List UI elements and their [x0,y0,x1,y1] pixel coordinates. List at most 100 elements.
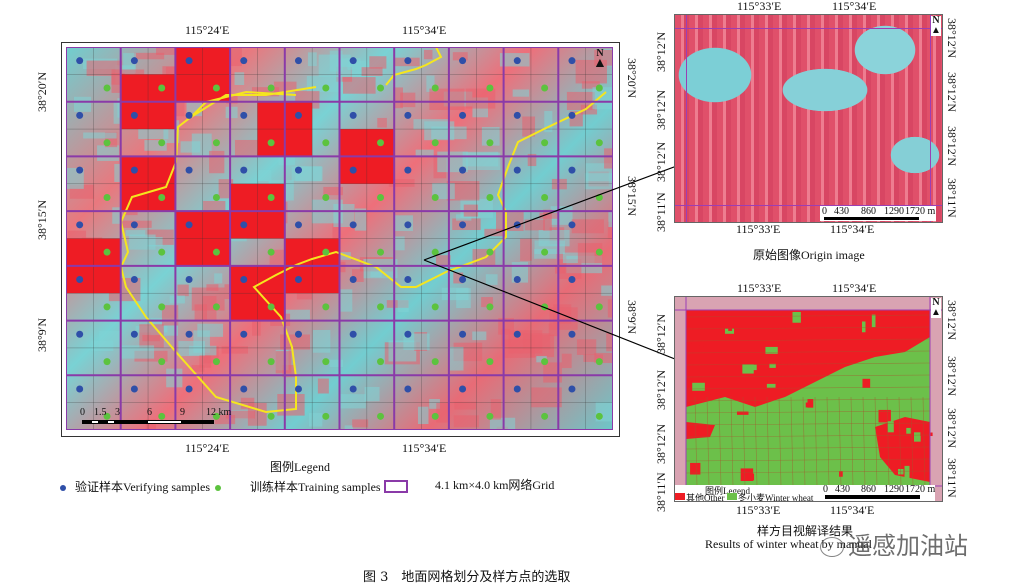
training-sample-point [377,248,385,256]
scale-label: 430 [835,484,850,495]
verifying-sample-point [513,111,521,119]
training-sample-point [431,358,439,366]
imagery-patch [453,272,464,284]
result-left-tick-1: 38°12′N [654,313,668,354]
classified-patch [897,339,908,349]
imagery-patch [549,307,578,330]
imagery-patch [323,186,343,196]
verifying-sample-point [349,276,357,284]
scale-label: 430 [834,206,849,217]
north-label: N [932,297,940,308]
scale-label: 860 [861,484,876,495]
imagery-patch [481,126,500,146]
result-right-tick-4: 38°11′N [945,458,959,498]
origin-bottom-tick-1: 115°33′E [736,222,781,236]
origin-right-tick-1: 38°12′N [945,18,959,59]
training-sample-point [322,303,330,311]
imagery-patch [446,181,480,201]
imagery-patch [386,300,409,308]
classified-patch [724,328,735,334]
verifying-sample-point [240,221,248,229]
north-arrow-icon: ▲ [931,307,941,318]
training-sample-point [541,193,549,201]
field-boundary-line [790,396,794,487]
main-bottom-tick-2: 115°34′E [402,441,447,455]
classified-patch [686,326,691,335]
training-sample-point [377,303,385,311]
imagery-patch [436,402,450,423]
verifying-sample-point [76,57,84,65]
field-boundary-line [850,396,854,487]
north-label: N [596,48,604,59]
scale-label: 1290 [884,206,904,217]
training-sample-point [541,412,549,420]
other-swatch-icon [675,493,685,500]
scale-label: 860 [861,206,876,217]
verifying-sample-point [130,57,138,65]
north-arrow: N ▲ [593,48,607,71]
imagery-patch [202,295,217,320]
imagery-patch [112,207,121,224]
scale-bar-graphic [825,495,920,499]
classified-patch [850,440,860,450]
verifying-sample-point [459,221,467,229]
training-sample-point [212,358,220,366]
scale-label: 3 [115,407,120,418]
training-sample-point [158,84,166,92]
imagery-patch [558,259,582,279]
imagery-patch [512,89,530,97]
imagery-patch [388,179,415,187]
classified-patch [736,411,749,415]
classified-patch [910,465,920,470]
verifying-sample-point [349,57,357,65]
verifying-sample-point [294,166,302,174]
origin-bottom-tick-2: 115°34′E [830,222,875,236]
training-sample-point [158,358,166,366]
verifying-sample-point [185,330,193,338]
imagery-patch [576,339,597,355]
imagery-patch [501,328,511,347]
training-sample-point [212,84,220,92]
imagery-patch [456,214,472,221]
field-boundary-line [685,314,931,318]
training-sample-point [541,139,549,147]
verifying-sample-point [76,166,84,174]
imagery-patch [429,88,465,111]
training-sample-point [486,84,494,92]
classified-patch [807,399,814,408]
imagery-patch [577,243,603,264]
training-sample-point [158,139,166,147]
training-sample-point [267,139,275,147]
imagery-patch [206,284,219,291]
training-sample-point [158,303,166,311]
field-boundary-line [685,398,931,402]
wheat-swatch-icon [727,493,737,500]
field-boundary-line [814,396,818,487]
imagery-patch [539,212,559,219]
training-sample-point [103,358,111,366]
verifying-sample-point [185,166,193,174]
imagery-patch [340,289,353,312]
training-sample-point [486,358,494,366]
imagery-patch [490,399,502,420]
imagery-patch [606,332,613,352]
training-sample-point [431,303,439,311]
legend-item-training: 训练样本Training samples [215,478,381,495]
imagery-patch [275,351,292,374]
imagery-patch [91,340,114,352]
imagery-patch [400,92,416,108]
imagery-patch [435,255,451,266]
origin-left-tick-3: 38°12′N [654,141,668,182]
imagery-patch [352,419,369,428]
imagery-patch [338,394,366,409]
imagery-patch [551,178,567,190]
imagery-patch [601,285,613,296]
verifying-sample-point [130,276,138,284]
inset-result-image: N ▲ 图例Legend 其他Other 冬小麦Winter wheat 0 43… [674,296,943,502]
imagery-patch [364,386,380,402]
classified-patch [839,465,852,469]
classified-patch [797,340,805,354]
imagery-patch [472,331,487,341]
imagery-patch [426,75,435,92]
training-sample-point [541,358,549,366]
